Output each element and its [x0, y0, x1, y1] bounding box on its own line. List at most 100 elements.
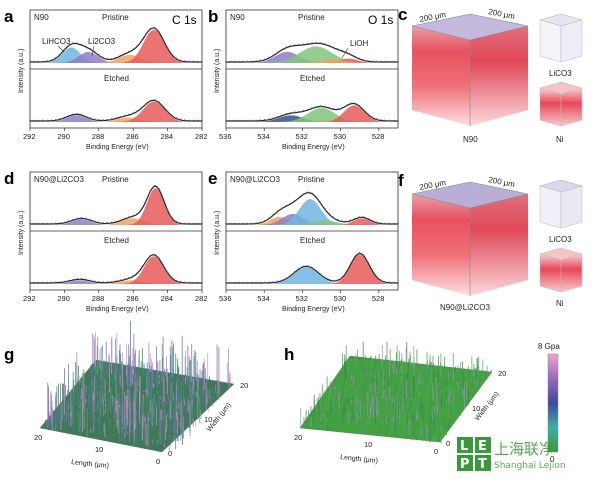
width-tick: 10 — [472, 404, 480, 413]
xps-data-point — [392, 60, 395, 63]
xps-peak-2 — [226, 58, 398, 63]
x-tick-label: 292 — [23, 294, 36, 303]
condition-bottom: Etched — [300, 74, 325, 83]
panel-letters: a b c d e f g h — [4, 5, 407, 364]
xps-data-point — [354, 55, 356, 58]
length-tick: 20 — [34, 433, 42, 442]
xps-data-point — [171, 53, 173, 56]
xps-data-point — [59, 53, 61, 55]
xps-peak-1 — [226, 254, 398, 284]
xps-data-point — [354, 255, 356, 258]
watermark-logo: L E P T 上海联净 Shanghai Lejion — [457, 437, 566, 472]
xps-data-point — [128, 277, 130, 279]
xps-data-point — [80, 113, 83, 116]
xps-data-point — [294, 111, 296, 113]
xps-data-point — [42, 60, 44, 63]
x-tick-label: 532 — [295, 132, 308, 141]
xps-data-point — [63, 280, 66, 283]
xps-data-point — [251, 222, 253, 225]
x-tick-label: 290 — [57, 294, 70, 303]
xps-data-point — [337, 48, 339, 50]
xps-data-point — [42, 222, 44, 225]
xps-data-point — [285, 277, 288, 280]
condition-bottom: Etched — [104, 236, 129, 245]
xps-data-point — [72, 42, 74, 44]
xps-data-point — [67, 44, 70, 46]
length-tick: 20 — [294, 433, 302, 442]
xps-data-point — [367, 60, 369, 62]
xps-data-point — [272, 117, 275, 119]
xps-data-point — [324, 105, 326, 108]
xps-peak-1 — [226, 46, 398, 63]
x-tick-label: 530 — [334, 132, 347, 141]
xps-peak-0 — [30, 280, 202, 284]
xps-data-point — [332, 279, 335, 282]
xps-data-point — [158, 257, 160, 260]
xps-data-point — [192, 222, 195, 225]
xps-data-point — [33, 60, 36, 63]
xps-data-point — [76, 217, 79, 220]
xps-peak-3 — [30, 29, 202, 63]
xps-data-point — [33, 119, 36, 122]
xps-data-point — [272, 213, 275, 216]
xps-data-point — [397, 60, 399, 63]
xps-data-point — [242, 60, 244, 63]
xps-data-point — [319, 202, 322, 204]
xps-data-point — [184, 281, 186, 284]
xps-data-point — [188, 222, 190, 225]
xps-data-point — [354, 217, 356, 220]
xps-data-point — [263, 281, 266, 284]
sample-label: N90@Li2CO3 — [230, 175, 280, 184]
xps-fit-line — [29, 185, 203, 225]
cube-front — [412, 26, 470, 126]
xps-data-point — [345, 220, 348, 223]
xps-data-point — [67, 114, 70, 117]
xps-data-point — [153, 253, 156, 256]
xps-data-point — [358, 252, 361, 254]
xps-data-point — [115, 56, 117, 59]
cube-front — [412, 194, 470, 296]
xps-data-point — [110, 118, 113, 120]
xps-data-point — [242, 281, 244, 284]
xps-data-point — [225, 60, 227, 63]
xps-data-point — [263, 119, 266, 121]
xps-data-point — [80, 43, 83, 46]
xps-data-point — [37, 60, 40, 63]
xps-data-point — [145, 102, 147, 105]
xps-data-point — [171, 114, 173, 117]
xps-peak-2 — [30, 101, 202, 122]
xps-data-point — [106, 222, 109, 224]
xps-data-point — [255, 222, 257, 224]
xps-peak-1 — [30, 51, 202, 63]
x-tick-label: 292 — [23, 132, 36, 141]
xps-data-point — [367, 261, 369, 263]
species-label-c-1: LiCO3 — [549, 69, 572, 78]
xps-data-point — [281, 207, 283, 209]
cube-top — [412, 182, 528, 208]
xps-data-point — [251, 60, 253, 63]
xps-data-point — [59, 222, 61, 224]
xps-data-point — [319, 42, 322, 44]
xps-data-point — [136, 271, 139, 274]
xps-data-point — [315, 105, 318, 108]
colorbar-min-label: 0 — [550, 455, 555, 464]
xps-peak-4 — [226, 218, 398, 225]
xps-peak-3 — [226, 59, 398, 63]
element-label: C 1s — [172, 13, 197, 27]
xps-data-point — [162, 198, 165, 200]
xps-data-point — [281, 279, 283, 282]
xps-data-point — [328, 278, 331, 281]
xps-data-point — [29, 222, 31, 225]
xps-data-point — [302, 265, 305, 268]
x-tick-label: 536 — [219, 132, 232, 141]
width-tick: 20 — [240, 381, 248, 390]
xps-data-point — [328, 44, 331, 47]
xps-data-point — [341, 106, 343, 109]
xps-data-point — [388, 119, 391, 122]
xps-data-point — [276, 210, 279, 212]
xps-data-point — [175, 220, 177, 223]
xps-data-point — [371, 60, 374, 63]
xps-data-point — [196, 222, 199, 225]
xps-data-point — [179, 59, 182, 62]
xps-data-point — [166, 209, 169, 211]
